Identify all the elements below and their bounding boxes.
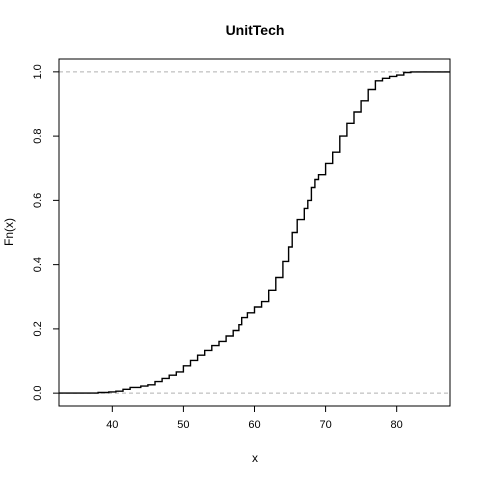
x-axis: 40 50 60 70 80	[106, 406, 403, 431]
y-tick-label: 0.2	[32, 321, 44, 336]
x-axis-label: x	[252, 451, 258, 465]
y-tick-label: 0.0	[32, 385, 44, 400]
x-tick-label: 40	[106, 419, 118, 431]
ecdf-step-line	[59, 71, 450, 394]
x-tick-label: 80	[391, 419, 403, 431]
chart-title: UnitTech	[226, 22, 285, 38]
plot-frame	[58, 58, 451, 407]
y-axis-label: Fn(x)	[2, 218, 16, 246]
x-tick-label: 50	[177, 419, 189, 431]
y-tick-label: 0.8	[32, 128, 44, 143]
y-axis: 0.0 0.2 0.4 0.6 0.8 1.0	[32, 64, 59, 401]
y-tick-label: 0.6	[32, 193, 44, 208]
y-tick-label: 1.0	[32, 64, 44, 79]
x-tick-label: 60	[248, 419, 260, 431]
x-tick-label: 70	[319, 419, 331, 431]
y-tick-label: 0.4	[32, 257, 44, 272]
